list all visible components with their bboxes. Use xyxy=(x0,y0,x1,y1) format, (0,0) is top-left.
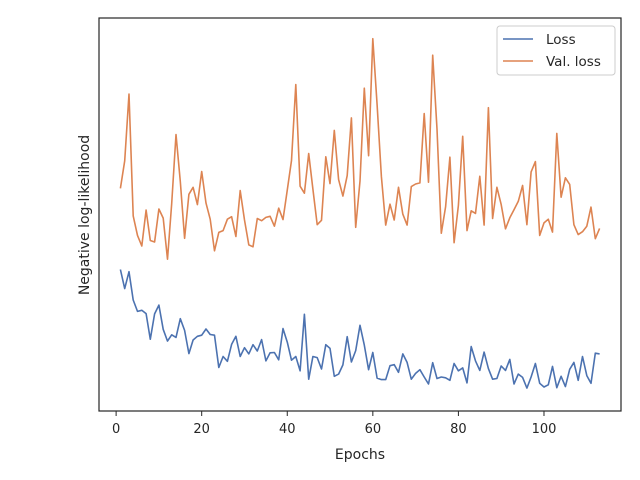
series-line-loss xyxy=(119,269,600,389)
x-tick-label: 40 xyxy=(279,422,296,437)
x-tick-label: 100 xyxy=(532,422,557,437)
legend-val-loss-label: Val. loss xyxy=(546,54,601,70)
x-tick-label: 20 xyxy=(193,422,210,437)
x-tick-label: 0 xyxy=(112,422,120,437)
series-lines xyxy=(119,37,601,389)
legend-loss-label: Loss xyxy=(546,32,576,48)
series-line-val-loss xyxy=(119,37,601,261)
x-axis-ticks: 0 20 40 60 80 100 xyxy=(112,411,556,437)
legend: Loss Val. loss xyxy=(496,25,616,76)
plot-area xyxy=(99,18,621,411)
x-tick-label: 80 xyxy=(450,422,467,437)
x-axis-label: Epochs xyxy=(335,447,385,463)
plot-frame xyxy=(98,17,622,412)
x-tick-label: 60 xyxy=(365,422,382,437)
y-axis-label: Negative log-likelihood xyxy=(77,135,93,295)
